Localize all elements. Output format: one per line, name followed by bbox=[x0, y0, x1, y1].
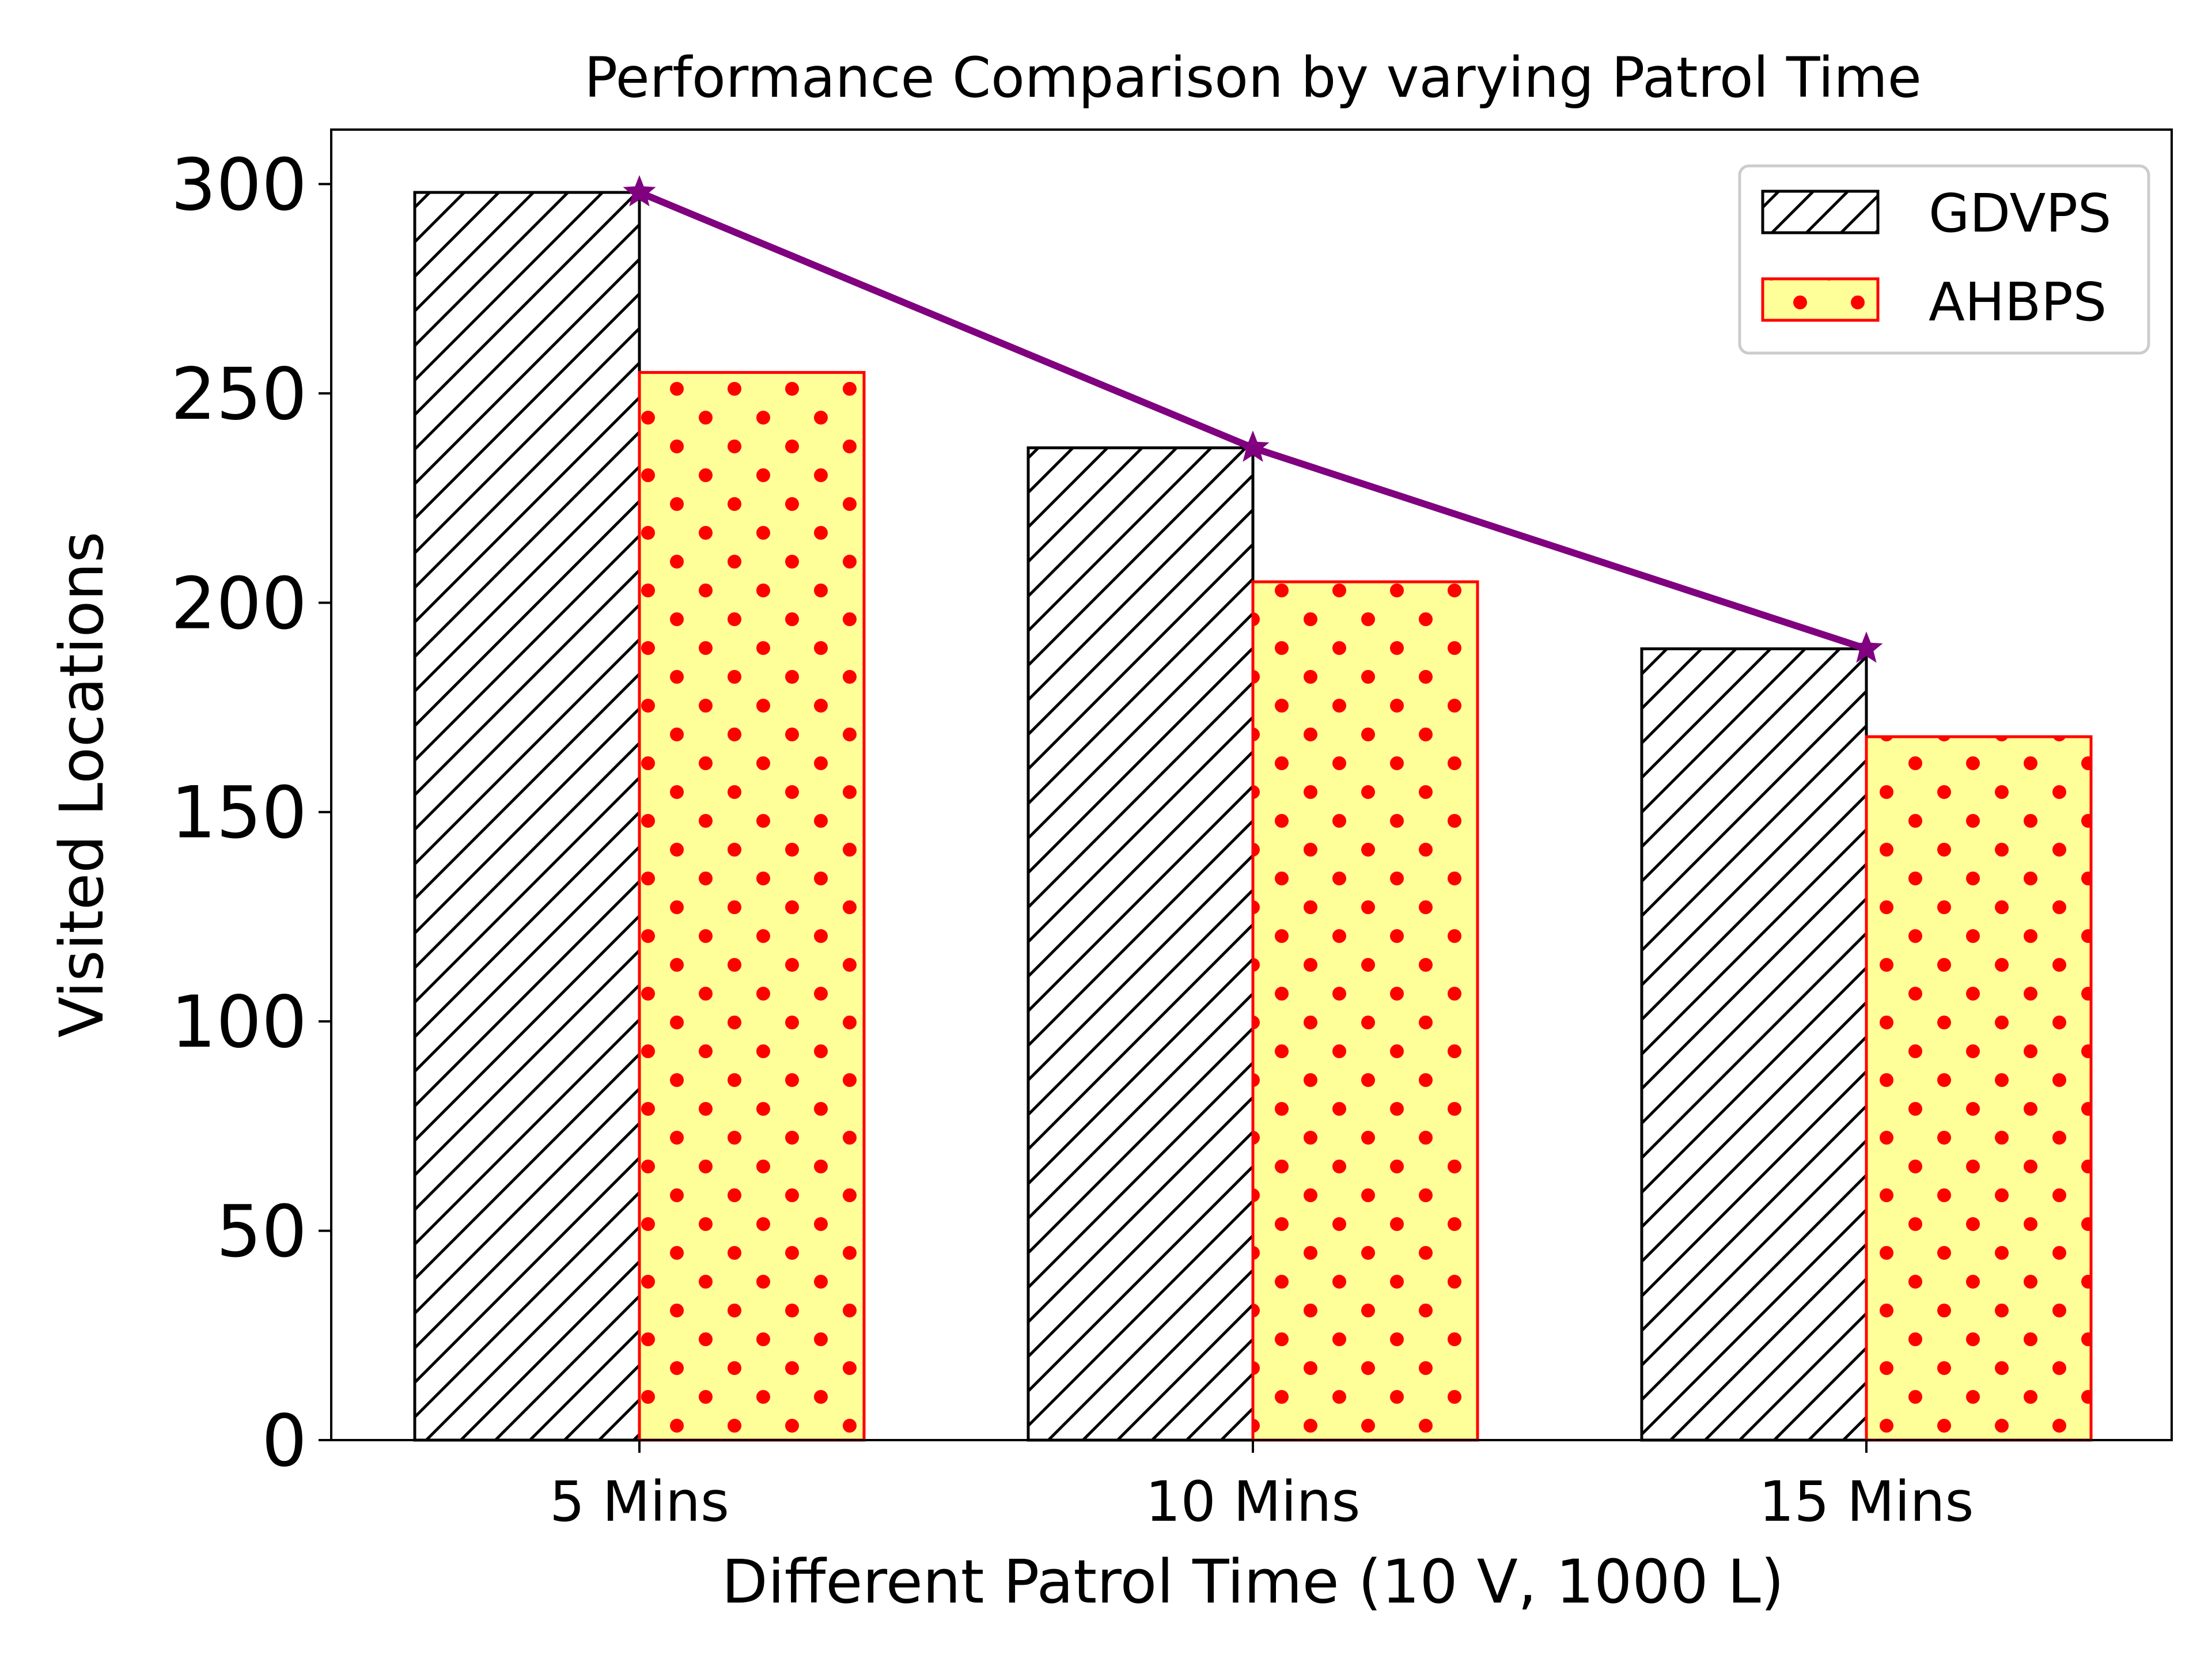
y-tick-label-100: 100 bbox=[171, 981, 307, 1064]
legend: GDVPS AHBPS bbox=[1738, 164, 2150, 355]
trend-line-group bbox=[623, 175, 1883, 663]
trend-marker-2 bbox=[1850, 631, 1883, 663]
x-tick-label-2: 15 Mins bbox=[1759, 1469, 1974, 1534]
y-tick-label-150: 150 bbox=[171, 772, 307, 855]
trend-marker-0 bbox=[623, 175, 656, 207]
y-tick-label-200: 200 bbox=[171, 562, 307, 645]
y-tick-label-0: 0 bbox=[262, 1400, 307, 1483]
bar-ahbps-1 bbox=[1251, 580, 1479, 1442]
legend-label-gdvps: GDVPS bbox=[1929, 183, 2111, 244]
bar-gdvps-0 bbox=[413, 191, 641, 1442]
legend-swatch-ahbps bbox=[1761, 277, 1880, 322]
chart-title: Performance Comparison by varying Patrol… bbox=[584, 46, 1922, 110]
bar-gdvps-1 bbox=[1027, 446, 1255, 1442]
x-axis-ticks: 5 Mins 10 Mins 15 Mins bbox=[550, 1440, 1974, 1534]
bar-ahbps-2 bbox=[1865, 735, 2093, 1442]
plot-frame bbox=[330, 128, 2173, 1441]
y-tick-label-50: 50 bbox=[216, 1191, 307, 1274]
y-tick-label-250: 250 bbox=[171, 353, 307, 436]
y-axis-ticks: 0 50 100 150 200 250 300 bbox=[171, 143, 331, 1483]
y-tick-label-300: 300 bbox=[171, 143, 307, 226]
bar-ahbps-0 bbox=[638, 371, 866, 1442]
bars-group bbox=[413, 191, 2093, 1442]
legend-swatch-gdvps bbox=[1761, 190, 1880, 234]
bar-gdvps-2 bbox=[1640, 647, 1868, 1442]
x-tick-label-1: 10 Mins bbox=[1145, 1469, 1360, 1534]
legend-label-ahbps: AHBPS bbox=[1929, 271, 2107, 333]
trend-marker-1 bbox=[1236, 430, 1270, 462]
x-tick-label-0: 5 Mins bbox=[550, 1469, 729, 1534]
x-axis-label: Different Patrol Time (10 V, 1000 L) bbox=[722, 1547, 1784, 1617]
y-axis-label: Visited Locations bbox=[47, 532, 117, 1038]
